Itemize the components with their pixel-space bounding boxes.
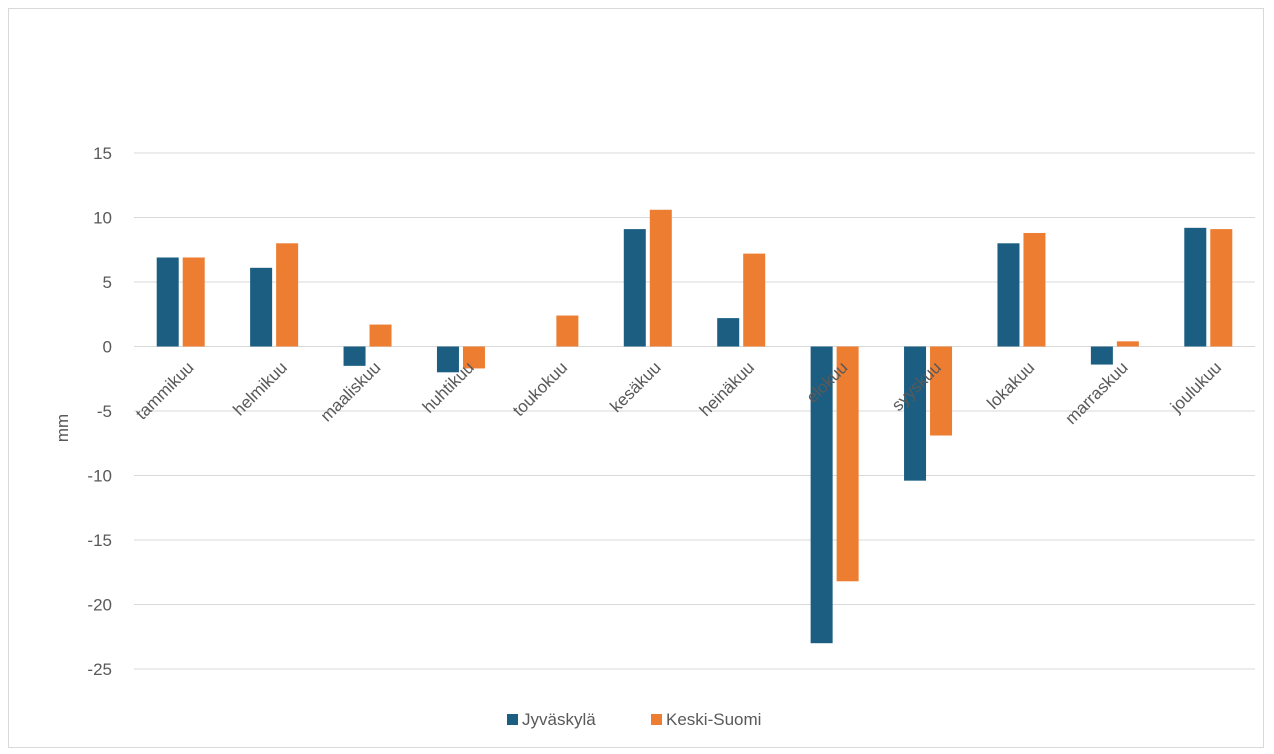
bar-keski-suomi-10	[1116, 341, 1139, 347]
category-label: kesäkuu	[606, 358, 664, 416]
category-label: marraskuu	[1061, 358, 1131, 428]
bar-jyvaskyla-2	[343, 346, 366, 366]
bar-jyvaskyla-9	[997, 243, 1020, 347]
bars	[156, 209, 1233, 644]
gridlines	[134, 152, 1255, 670]
bar-jyvaskyla-6	[717, 318, 740, 347]
bar-keski-suomi-9	[1023, 232, 1046, 347]
y-tick-label: -10	[87, 467, 112, 486]
bar-jyvaskyla-8	[904, 346, 927, 481]
bar-keski-suomi-0	[182, 257, 205, 347]
bar-keski-suomi-7	[836, 346, 859, 582]
bar-keski-suomi-1	[276, 243, 299, 347]
y-tick-label: -15	[87, 531, 112, 550]
y-tick-label: -5	[97, 402, 112, 421]
category-label: tammikuu	[132, 358, 198, 424]
legend-swatch-jyvaskyla	[507, 714, 518, 725]
bar-jyvaskyla-5	[623, 229, 646, 347]
bar-keski-suomi-2	[369, 324, 392, 347]
y-tick-label: -25	[87, 660, 112, 679]
y-tick-label: -20	[87, 596, 112, 615]
chart-frame	[8, 8, 1264, 748]
bar-keski-suomi-8	[930, 346, 953, 436]
legend-label-keski-suomi: Keski-Suomi	[666, 710, 761, 729]
y-tick-label: 5	[103, 273, 112, 292]
y-tick-label: 15	[93, 144, 112, 163]
bar-jyvaskyla-1	[250, 267, 273, 347]
category-label: helmikuu	[229, 358, 291, 420]
bar-jyvaskyla-0	[156, 257, 179, 347]
category-label: lokakuu	[983, 358, 1038, 413]
category-labels: tammikuu helmikuu maaliskuu huhtikuu toukoku…	[132, 358, 1225, 428]
y-tick-label: 10	[93, 209, 112, 228]
legend: Jyväskylä Keski-Suomi	[507, 710, 761, 729]
y-axis-ticks: 15 10 5 0 -5 -10 -15 -20 -25	[87, 144, 112, 679]
legend-swatch-keski-suomi	[651, 714, 662, 725]
bar-keski-suomi-5	[649, 209, 672, 347]
bar-jyvaskyla-11	[1184, 227, 1207, 347]
bar-jyvaskyla-3	[436, 346, 459, 373]
bar-jyvaskyla-10	[1090, 346, 1113, 365]
bar-keski-suomi-6	[743, 253, 766, 347]
bar-keski-suomi-11	[1210, 229, 1233, 347]
y-axis-title: mm	[53, 414, 72, 442]
legend-label-jyvaskyla: Jyväskylä	[522, 710, 596, 729]
category-label: maaliskuu	[317, 358, 385, 426]
bar-keski-suomi-4	[556, 315, 579, 347]
category-label: joulukuu	[1166, 358, 1225, 417]
bar-jyvaskyla-7	[810, 346, 833, 644]
y-tick-label: 0	[103, 338, 112, 357]
bar-keski-suomi-3	[462, 346, 485, 369]
